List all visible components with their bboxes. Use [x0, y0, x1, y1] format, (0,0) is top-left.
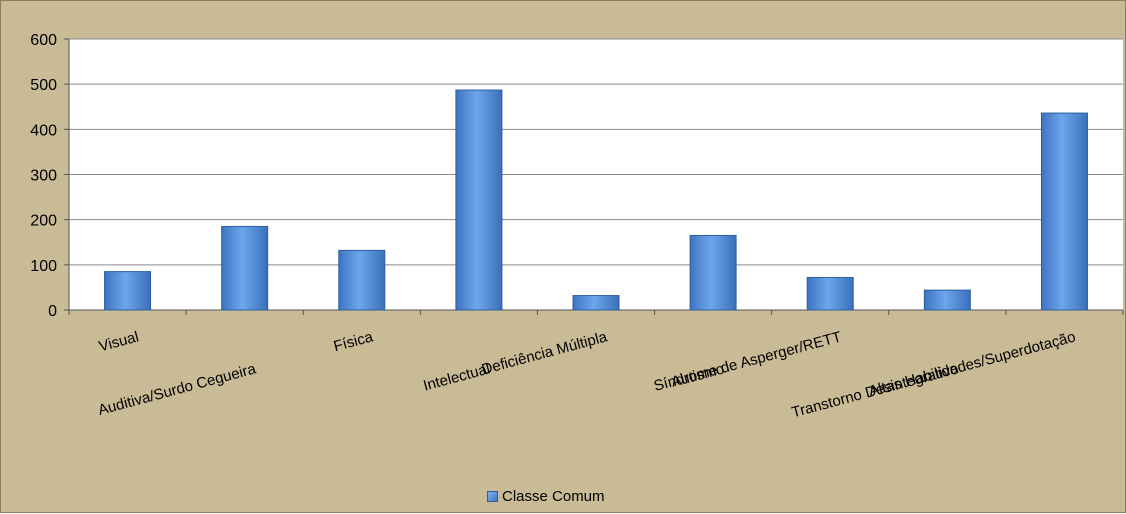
- y-tick-label: 200: [30, 213, 57, 230]
- y-tick-label: 600: [30, 32, 57, 49]
- bar: [221, 225, 269, 311]
- bar: [689, 234, 737, 311]
- x-tick-label: Deficiência Múltipla: [480, 328, 610, 378]
- bar: [338, 249, 386, 311]
- x-tick-label: Auditiva/Surdo Cegueira: [96, 360, 258, 419]
- bar: [1040, 112, 1088, 311]
- legend-label: Classe Comum: [502, 488, 605, 505]
- y-tick-label: 500: [30, 77, 57, 94]
- x-tick-label: Altas Habilidades/Superdotação: [867, 328, 1078, 400]
- legend-swatch: [487, 491, 498, 502]
- y-tick-label: 0: [48, 303, 57, 320]
- bar: [104, 271, 152, 311]
- x-tick-label: Física: [332, 328, 376, 355]
- y-tick-label: 400: [30, 122, 57, 139]
- x-tick-label: Síndrome de Asperger/RETT: [652, 328, 843, 394]
- bar: [455, 89, 503, 311]
- legend: Classe Comum: [487, 488, 605, 505]
- bar: [806, 276, 854, 311]
- y-tick-label: 100: [30, 258, 57, 275]
- x-tick-label: Visual: [97, 328, 141, 355]
- bar: [572, 295, 620, 311]
- bar: [923, 289, 971, 311]
- y-tick-label: 300: [30, 168, 57, 185]
